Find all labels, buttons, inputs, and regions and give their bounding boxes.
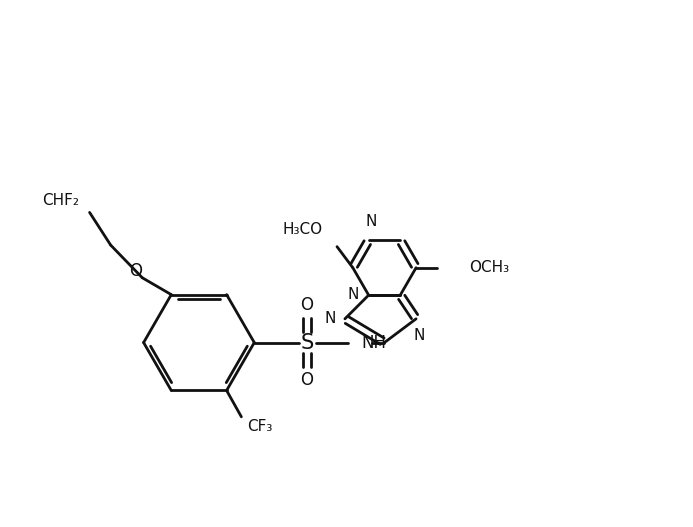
Text: CHF₂: CHF₂ bbox=[42, 193, 79, 208]
Text: OCH₃: OCH₃ bbox=[468, 260, 509, 275]
Text: N: N bbox=[413, 328, 424, 343]
Text: O: O bbox=[129, 262, 142, 280]
Text: N: N bbox=[348, 287, 359, 301]
Text: CF₃: CF₃ bbox=[247, 419, 272, 434]
Text: O: O bbox=[301, 296, 313, 314]
Text: H₃CO: H₃CO bbox=[283, 222, 323, 237]
Text: N: N bbox=[366, 214, 377, 229]
Text: O: O bbox=[301, 372, 313, 389]
Text: NH: NH bbox=[362, 334, 387, 352]
Text: N: N bbox=[324, 311, 335, 326]
Text: S: S bbox=[300, 333, 314, 353]
